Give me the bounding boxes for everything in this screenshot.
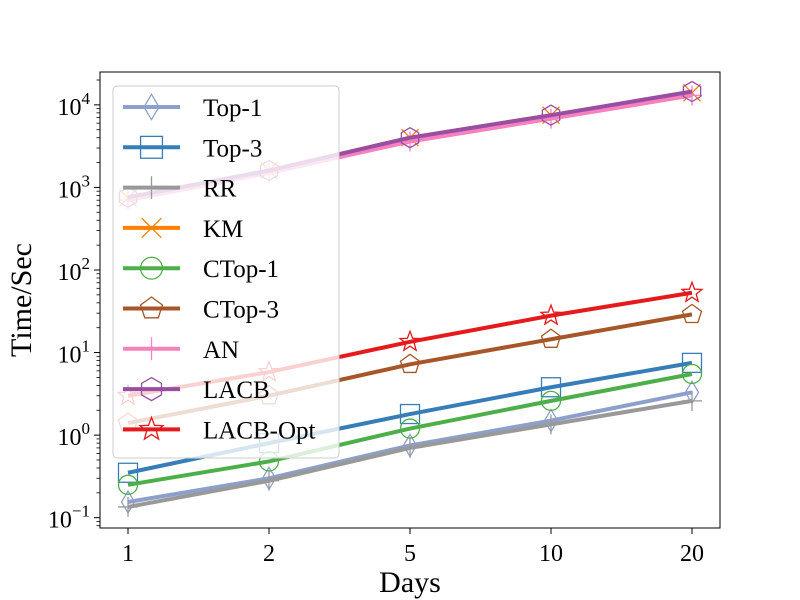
- legend-marker-an: [140, 337, 163, 361]
- legend-marker-lacb: [140, 376, 163, 402]
- data-point-top-3-1: [117, 462, 139, 483]
- legend-label-lacb-opt: LACB-Opt: [203, 417, 316, 444]
- y-axis: 10−1 100 101 102 103 104: [48, 79, 100, 534]
- legend-item-ctop-3: CTop-3: [123, 296, 279, 324]
- y-axis-title: Time/Sec: [5, 243, 38, 357]
- legend-marker-rr: [140, 176, 163, 200]
- y-tick-label-4: 103: [58, 171, 91, 203]
- x-tick-label-2: 2: [263, 541, 275, 567]
- series-line-ctop-1: [127, 372, 693, 487]
- legend-marker-top-3: [139, 135, 164, 159]
- y-tick-label-3: 102: [58, 254, 91, 286]
- data-point-top-3-10: [540, 377, 562, 398]
- legend-item-ctop-1: CTop-1: [123, 256, 279, 283]
- legend-label-km: KM: [203, 216, 243, 243]
- y-tick-label-0: 10−1: [48, 502, 90, 534]
- data-point-top-3-5: [399, 403, 421, 425]
- data-point-ctop-1-10: [540, 390, 562, 412]
- data-point-ctop-1-5: [399, 418, 421, 439]
- y-tick-label-1: 100: [58, 419, 91, 451]
- data-point-lacb-20: [682, 80, 702, 103]
- data-point-ctop-1-1: [117, 474, 139, 495]
- legend-label-ctop-3: CTop-3: [203, 297, 279, 324]
- series-ctop-1: [117, 363, 703, 495]
- data-point-ctop-3-20: [681, 303, 703, 324]
- data-point-rr-20: [682, 390, 702, 411]
- data-point-rr-10: [541, 414, 561, 435]
- data-point-lacb-opt-20: [680, 280, 704, 303]
- legend-marker-lacb-opt: [138, 415, 165, 441]
- legend-label-top-1: Top-1: [203, 95, 262, 122]
- legend-marker-ctop-1: [139, 256, 164, 280]
- legend-item-top-3: Top-3: [123, 135, 262, 162]
- legend-marker-top-1: [143, 93, 160, 121]
- y-tick-label-5: 104: [58, 89, 91, 121]
- legend-marker-km: [141, 217, 162, 239]
- legend-item-lacb-opt: LACB-Opt: [123, 415, 316, 444]
- x-tick-label-20: 20: [680, 541, 704, 567]
- data-point-rr-5: [400, 437, 420, 458]
- legend-item-top-1: Top-1: [123, 93, 262, 122]
- legend-marker-ctop-3: [139, 296, 164, 319]
- legend-label-lacb: LACB: [203, 377, 270, 404]
- series-rr: [118, 390, 702, 517]
- legend: Top-1 Top-3 RR KM CTop-1 CTop-3 AN LACB LACB-Opt: [112, 85, 340, 459]
- legend-box: [112, 85, 340, 459]
- x-tick-label-5: 5: [404, 541, 416, 567]
- data-point-lacb-opt-10: [539, 303, 563, 326]
- data-point-top-3-20: [681, 352, 703, 374]
- legend-item-an: AN: [123, 337, 239, 364]
- data-point-rr-1: [118, 496, 138, 517]
- x-axis-title: Days: [379, 566, 441, 599]
- data-point-ctop-3-10: [540, 328, 562, 348]
- y-tick-label-2: 101: [58, 337, 91, 369]
- data-point-lacb-5: [400, 126, 420, 149]
- data-point-rr-2: [259, 470, 279, 491]
- legend-label-top-3: Top-3: [203, 135, 262, 162]
- data-point-lacb-opt-5: [398, 329, 422, 352]
- legend-item-lacb: LACB: [123, 376, 270, 404]
- data-point-ctop-3-5: [399, 353, 421, 374]
- x-tick-label-1: 1: [122, 541, 134, 567]
- legend-label-ctop-1: CTop-1: [203, 256, 279, 283]
- x-tick-label-10: 10: [539, 541, 563, 567]
- data-point-lacb-10: [541, 104, 561, 126]
- series-layer: [116, 80, 704, 517]
- data-point-ctop-1-20: [681, 363, 703, 385]
- x-axis: 1 2 5 10 20: [122, 528, 704, 567]
- legend-label-an: AN: [203, 337, 239, 364]
- legend-label-rr: RR: [203, 176, 237, 203]
- legend-item-rr: RR: [123, 176, 237, 203]
- legend-item-km: KM: [123, 216, 243, 243]
